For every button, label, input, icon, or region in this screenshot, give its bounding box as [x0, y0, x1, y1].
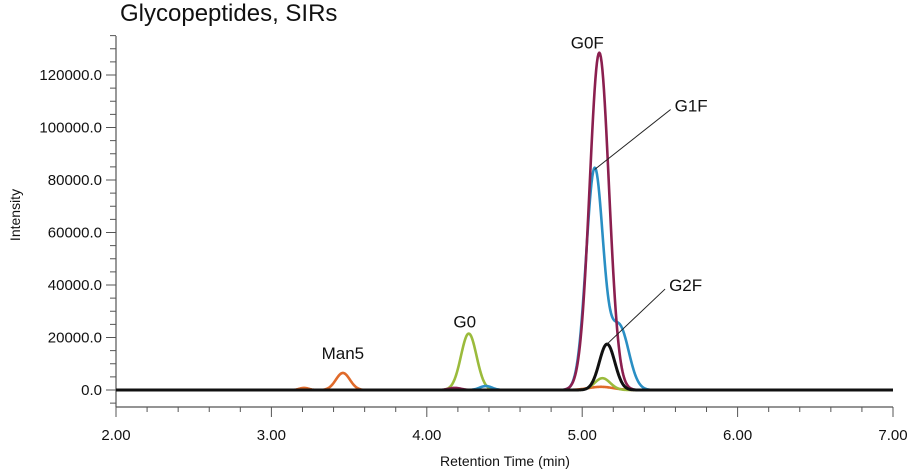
- x-tick-label: 2.00: [101, 427, 130, 444]
- x-axis-title: Retention Time (min): [440, 453, 570, 469]
- series-g1f: [115, 166, 894, 392]
- axes: 0.0 20000.0 40000.0 60000.0 80000.0 100000.0 1…: [39, 35, 908, 444]
- series-g0f: [115, 51, 894, 392]
- leader-line-g1f: [594, 109, 671, 170]
- y-axis-title: Intensity: [7, 189, 23, 241]
- y-tick-label: 120000.0: [39, 67, 102, 84]
- leader-line-g2f: [606, 288, 666, 345]
- y-tick-label: 60000.0: [48, 225, 102, 242]
- series-man5: [115, 371, 894, 392]
- x-tick-label: 4.00: [412, 427, 441, 444]
- series-g2f: [115, 342, 894, 392]
- chart-title: Glycopeptides, SIRs: [120, 0, 338, 27]
- x-tick-label: 5.00: [568, 427, 597, 444]
- y-tick-label: 0.0: [81, 382, 102, 399]
- y-tick-label: 20000.0: [48, 330, 102, 347]
- x-tick-label: 3.00: [257, 427, 286, 444]
- annotations-group: Man5 G0 G0F G1F G2F: [322, 34, 708, 363]
- x-tick-label: 6.00: [723, 427, 752, 444]
- peak-label-man5: Man5: [322, 344, 365, 363]
- peak-label-g1f: G1F: [675, 97, 708, 116]
- series-g0: [115, 332, 894, 392]
- y-tick-label: 100000.0: [39, 120, 102, 137]
- peak-label-g2f: G2F: [669, 276, 702, 295]
- y-tick-label: 80000.0: [48, 172, 102, 189]
- peak-label-g0f: G0F: [571, 34, 604, 53]
- peak-label-g0: G0: [453, 313, 476, 332]
- y-tick-label: 40000.0: [48, 277, 102, 294]
- series-group: [115, 51, 894, 392]
- x-tick-label: 7.00: [878, 427, 907, 444]
